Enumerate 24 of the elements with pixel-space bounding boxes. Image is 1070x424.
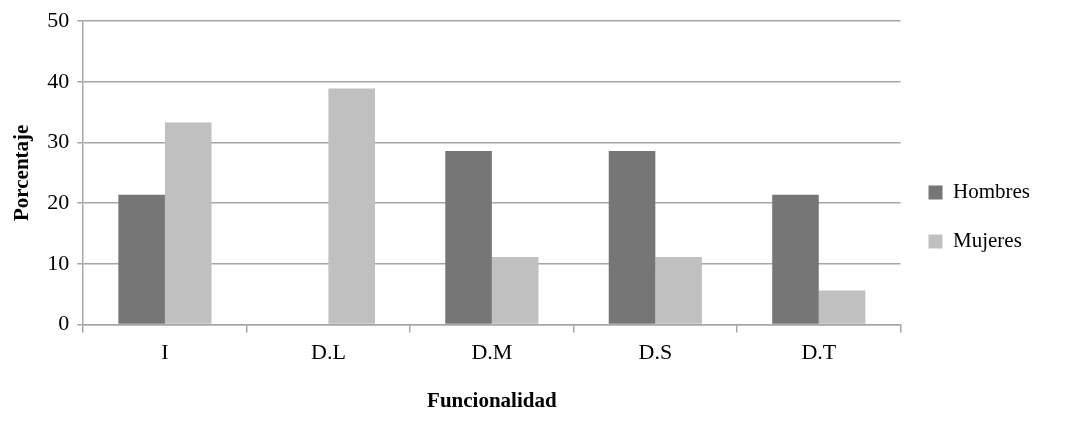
x-tick-label: D.L: [310, 339, 346, 365]
y-axis-title: Porcentaje: [9, 124, 34, 221]
bar: [164, 122, 212, 324]
x-tick-label: D.S: [638, 339, 673, 365]
bar: [328, 88, 375, 324]
x-axis-title: Funcionalidad: [427, 387, 557, 412]
x-tick-label: D.M: [471, 339, 513, 365]
bar: [655, 257, 702, 324]
bar: [118, 194, 165, 324]
y-tick-label: 10: [47, 249, 70, 275]
bar: [491, 257, 539, 324]
bar: [772, 194, 819, 324]
y-tick-label: 40: [47, 67, 70, 93]
legend-label: Mujeres: [953, 228, 1022, 253]
x-tick-label: I: [161, 339, 169, 365]
y-tick-label: 50: [47, 6, 70, 32]
bar: [818, 290, 866, 324]
y-tick-label: 30: [47, 128, 70, 154]
y-tick-label: 20: [47, 188, 70, 214]
bar: [445, 150, 492, 324]
bar: [608, 150, 656, 324]
legend-label: Hombres: [953, 179, 1031, 204]
y-tick-label: 0: [58, 310, 70, 336]
x-tick-label: D.T: [801, 339, 837, 365]
